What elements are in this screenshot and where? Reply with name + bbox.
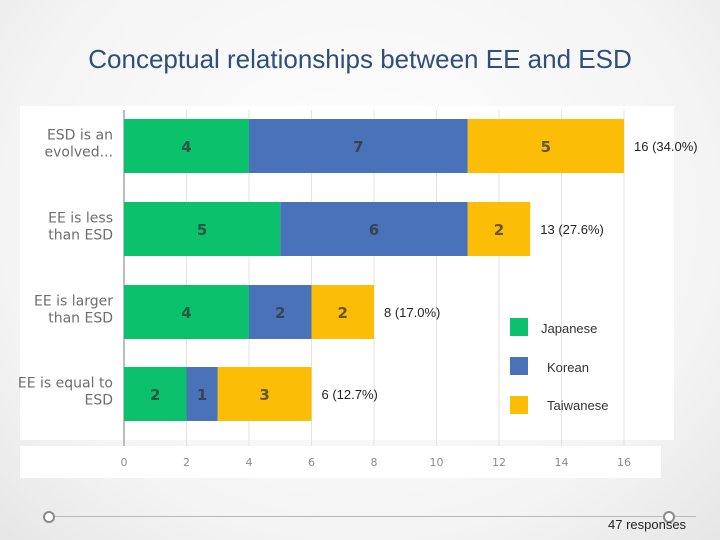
category-label: evolved... xyxy=(45,145,114,161)
legend-swatch-taiwanese xyxy=(510,396,528,414)
bar-segment-value: 2 xyxy=(150,386,160,404)
bar-segment-korean xyxy=(186,367,218,421)
bar-segment-value: 6 xyxy=(369,221,379,239)
bar-segment-value: 5 xyxy=(541,138,551,156)
bar-segment-taiwanese xyxy=(467,202,531,256)
footer-dot-right xyxy=(663,511,675,523)
x-tick-label: 10 xyxy=(430,456,444,469)
bar-segment-korean xyxy=(280,202,468,256)
bar-segment-value: 3 xyxy=(259,386,269,404)
x-tick-label: 14 xyxy=(555,456,569,469)
bar-segment-japanese xyxy=(124,119,249,173)
bar-total-label: 13 (27.6%) xyxy=(540,222,604,237)
x-tick-label: 6 xyxy=(308,456,315,469)
category-label: EE is larger xyxy=(34,294,113,310)
x-tick-label: 8 xyxy=(371,456,378,469)
x-tick-label: 0 xyxy=(121,456,128,469)
category-label: EE is equal to xyxy=(18,376,113,392)
legend-label-korean: Korean xyxy=(547,360,589,375)
x-tick-label: 16 xyxy=(617,456,631,469)
bar-total-label: 8 (17.0%) xyxy=(384,305,440,320)
bar-segment-value: 4 xyxy=(181,138,191,156)
bar-segment-value: 1 xyxy=(197,386,207,404)
bar-segment-taiwanese xyxy=(311,285,374,339)
axis-strip xyxy=(20,446,661,478)
x-tick-label: 4 xyxy=(246,456,253,469)
bar-segment-value: 7 xyxy=(353,138,363,156)
bar-segment-value: 4 xyxy=(181,304,191,322)
bar-segment-taiwanese xyxy=(217,367,312,421)
slide-title: Conceptual relationships between EE and … xyxy=(88,44,632,74)
bar-segment-value: 5 xyxy=(197,221,207,239)
bar-segment-korean xyxy=(249,119,468,173)
legend-label-taiwanese: Taiwanese xyxy=(547,398,609,413)
legend-swatch-japanese xyxy=(510,318,528,336)
bar-segment-japanese xyxy=(124,202,281,256)
legend-swatch-korean xyxy=(510,357,528,375)
legend-label-japanese: Japanese xyxy=(541,321,598,336)
category-label: EE is less xyxy=(48,211,113,227)
bar-segment-taiwanese xyxy=(467,119,624,173)
bar-segment-japanese xyxy=(124,285,249,339)
bar-segment-japanese xyxy=(124,367,187,421)
bar-total-label: 16 (34.0%) xyxy=(634,139,698,154)
bar-segment-value: 2 xyxy=(338,304,348,322)
category-label: than ESD xyxy=(48,228,113,244)
footer-dot-left xyxy=(43,511,55,523)
category-label: ESD is an xyxy=(47,128,113,144)
footer-divider xyxy=(48,516,696,517)
bar-segment-value: 2 xyxy=(275,304,285,322)
bar-segment-value: 2 xyxy=(494,221,504,239)
category-label: than ESD xyxy=(48,311,113,327)
category-label: ESD xyxy=(84,393,113,409)
x-tick-label: 12 xyxy=(492,456,506,469)
bar-segment-korean xyxy=(249,285,312,339)
response-count: 47 responses xyxy=(608,517,687,532)
x-tick-label: 2 xyxy=(183,456,190,469)
bar-total-label: 6 (12.7%) xyxy=(322,387,378,402)
